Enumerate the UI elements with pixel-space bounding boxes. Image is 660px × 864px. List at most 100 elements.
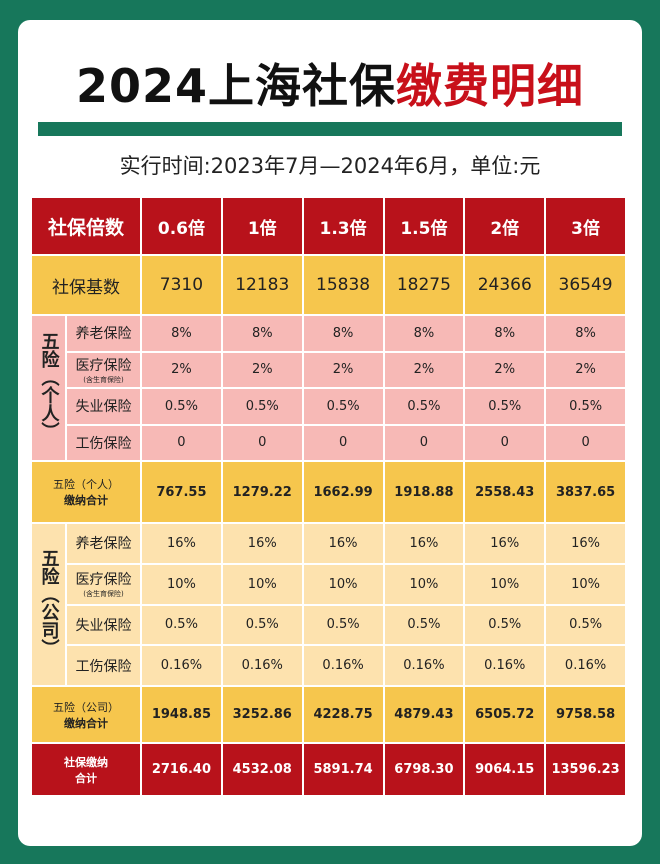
total-label: 社保缴纳 合计	[29, 742, 143, 797]
cell: 0	[544, 423, 627, 462]
table-row: 医疗保险 (含生育保险) 10% 10% 10% 10% 10% 10%	[31, 562, 627, 606]
cell: 0	[463, 423, 547, 462]
cell: 10%	[463, 562, 547, 606]
total-label-line: 缴纳合计	[64, 494, 108, 507]
cell: 16%	[220, 522, 304, 565]
cell: 10%	[220, 562, 304, 606]
cell: 0.5%	[382, 387, 466, 426]
cell: 2%	[301, 350, 385, 389]
cell: 4228.75	[301, 685, 385, 744]
cell: 0.16%	[544, 644, 627, 687]
cell: 2倍	[463, 196, 547, 256]
cell: 18275	[382, 254, 466, 316]
cell: 2%	[382, 350, 466, 389]
cell: 3837.65	[544, 460, 627, 524]
cell: 8%	[301, 314, 385, 353]
cell: 9064.15	[463, 742, 547, 797]
row-note: (含生育保险)	[83, 590, 124, 599]
cell: 0.5%	[463, 387, 547, 426]
row-label: 工伤保险	[64, 423, 143, 462]
cell: 8%	[220, 314, 304, 353]
cell: 15838	[301, 254, 385, 316]
cell: 3252.86	[220, 685, 304, 744]
cell: 16%	[382, 522, 466, 565]
row-label: 医疗保险 (含生育保险)	[64, 350, 143, 389]
row-label: 失业保险	[64, 603, 143, 647]
group-text: 五险（公司）	[38, 548, 60, 657]
cell: 4879.43	[382, 685, 466, 744]
cell: 0.5%	[382, 603, 466, 647]
cell: 1.3倍	[301, 196, 385, 256]
base-label: 社保基数	[29, 254, 143, 316]
cell: 5891.74	[301, 742, 385, 797]
group-label: 五险（公司）	[30, 522, 67, 687]
row-label: 工伤保险	[64, 644, 143, 687]
row-label: 医疗保险 (含生育保险)	[64, 562, 143, 606]
cell: 0	[382, 423, 466, 462]
table-row: 五险（个人） 养老保险 8% 8% 8% 8% 8% 8%	[30, 314, 627, 462]
row-label-text: 工伤保险	[75, 435, 132, 452]
cell: 6505.72	[463, 685, 547, 744]
table-row: 五险（公司） 缴纳合计 1948.85 3252.86 4228.75 4879.43 65…	[29, 685, 627, 744]
cell: 0	[301, 423, 385, 462]
cell: 0.16%	[382, 644, 466, 687]
cell: 8%	[463, 314, 547, 353]
header-label: 社保倍数	[29, 196, 143, 256]
cell: 0.16%	[463, 644, 547, 687]
table-row: 五险（公司） 养老保险 16% 16% 16% 16% 16% 16%	[30, 522, 627, 687]
cell: 0.16%	[140, 644, 223, 687]
cell: 10%	[301, 562, 385, 606]
total-label-line: 五险（公司）	[53, 700, 119, 714]
cell: 0	[140, 423, 223, 462]
cell: 2%	[140, 350, 223, 389]
cell: 10%	[140, 562, 223, 606]
cell: 1662.99	[301, 460, 385, 524]
group-text: 五险（个人）	[38, 332, 60, 440]
row-label-text: 工伤保险	[75, 658, 132, 675]
cell: 0.6倍	[140, 196, 223, 256]
row-label-text: 养老保险	[75, 536, 132, 553]
total-label-line: 缴纳合计	[64, 716, 108, 730]
cell: 0.5%	[301, 387, 385, 426]
cell: 16%	[544, 522, 627, 565]
cell: 0.16%	[301, 644, 385, 687]
cell: 1.5倍	[382, 196, 466, 256]
title-red: 缴费明细	[396, 59, 585, 113]
cell: 0.5%	[140, 603, 223, 647]
row-label: 失业保险	[64, 387, 143, 426]
cell: 8%	[544, 314, 627, 353]
table-row: 工伤保险 0 0 0 0 0 0	[31, 423, 627, 462]
table-row: 社保缴纳 合计 2716.40 4532.08 5891.74 6798.30 9064.1…	[29, 742, 627, 797]
cell: 1279.22	[220, 460, 304, 524]
divider	[38, 122, 622, 136]
row-label: 养老保险	[64, 314, 143, 353]
cell: 0.5%	[220, 603, 304, 647]
table-row: 工伤保险 0.16% 0.16% 0.16% 0.16% 0.16% 0.16%	[31, 644, 627, 687]
cell: 0.5%	[140, 387, 223, 426]
total-label-line: 合计	[75, 771, 97, 785]
row-note: (含生育保险)	[83, 375, 124, 384]
table-row: 失业保险 0.5% 0.5% 0.5% 0.5% 0.5% 0.5%	[31, 387, 627, 426]
cell: 4532.08	[220, 742, 304, 797]
cell: 16%	[140, 522, 223, 565]
subtitle: 实行时间:2023年7月—2024年6月，单位:元	[119, 154, 541, 178]
row-label-text: 养老保险	[75, 326, 132, 343]
title: 2024上海社保缴费明细	[18, 50, 642, 116]
row-label: 养老保险	[64, 522, 143, 565]
cell: 2%	[220, 350, 304, 389]
cell: 6798.30	[382, 742, 466, 797]
cell: 13596.23	[544, 742, 627, 797]
total-label-line: 社保缴纳	[64, 755, 108, 769]
cell: 10%	[544, 562, 627, 606]
row-label-text: 医疗保险	[75, 357, 132, 374]
total-label: 五险（个人） 缴纳合计	[29, 460, 143, 524]
cell: 3倍	[544, 196, 627, 256]
card: 2024上海社保缴费明细 实行时间:2023年7月—2024年6月，单位:元 社…	[18, 20, 642, 846]
title-black: 2024上海社保	[75, 59, 397, 113]
table-row: 五险（个人） 缴纳合计 767.55 1279.22 1662.99 1918.88 255…	[29, 460, 627, 524]
cell: 24366	[463, 254, 547, 316]
table-row: 医疗保险 (含生育保险) 2% 2% 2% 2% 2% 2%	[31, 350, 627, 389]
group-label: 五险（个人）	[30, 314, 67, 462]
row-label-text: 医疗保险	[75, 572, 132, 589]
